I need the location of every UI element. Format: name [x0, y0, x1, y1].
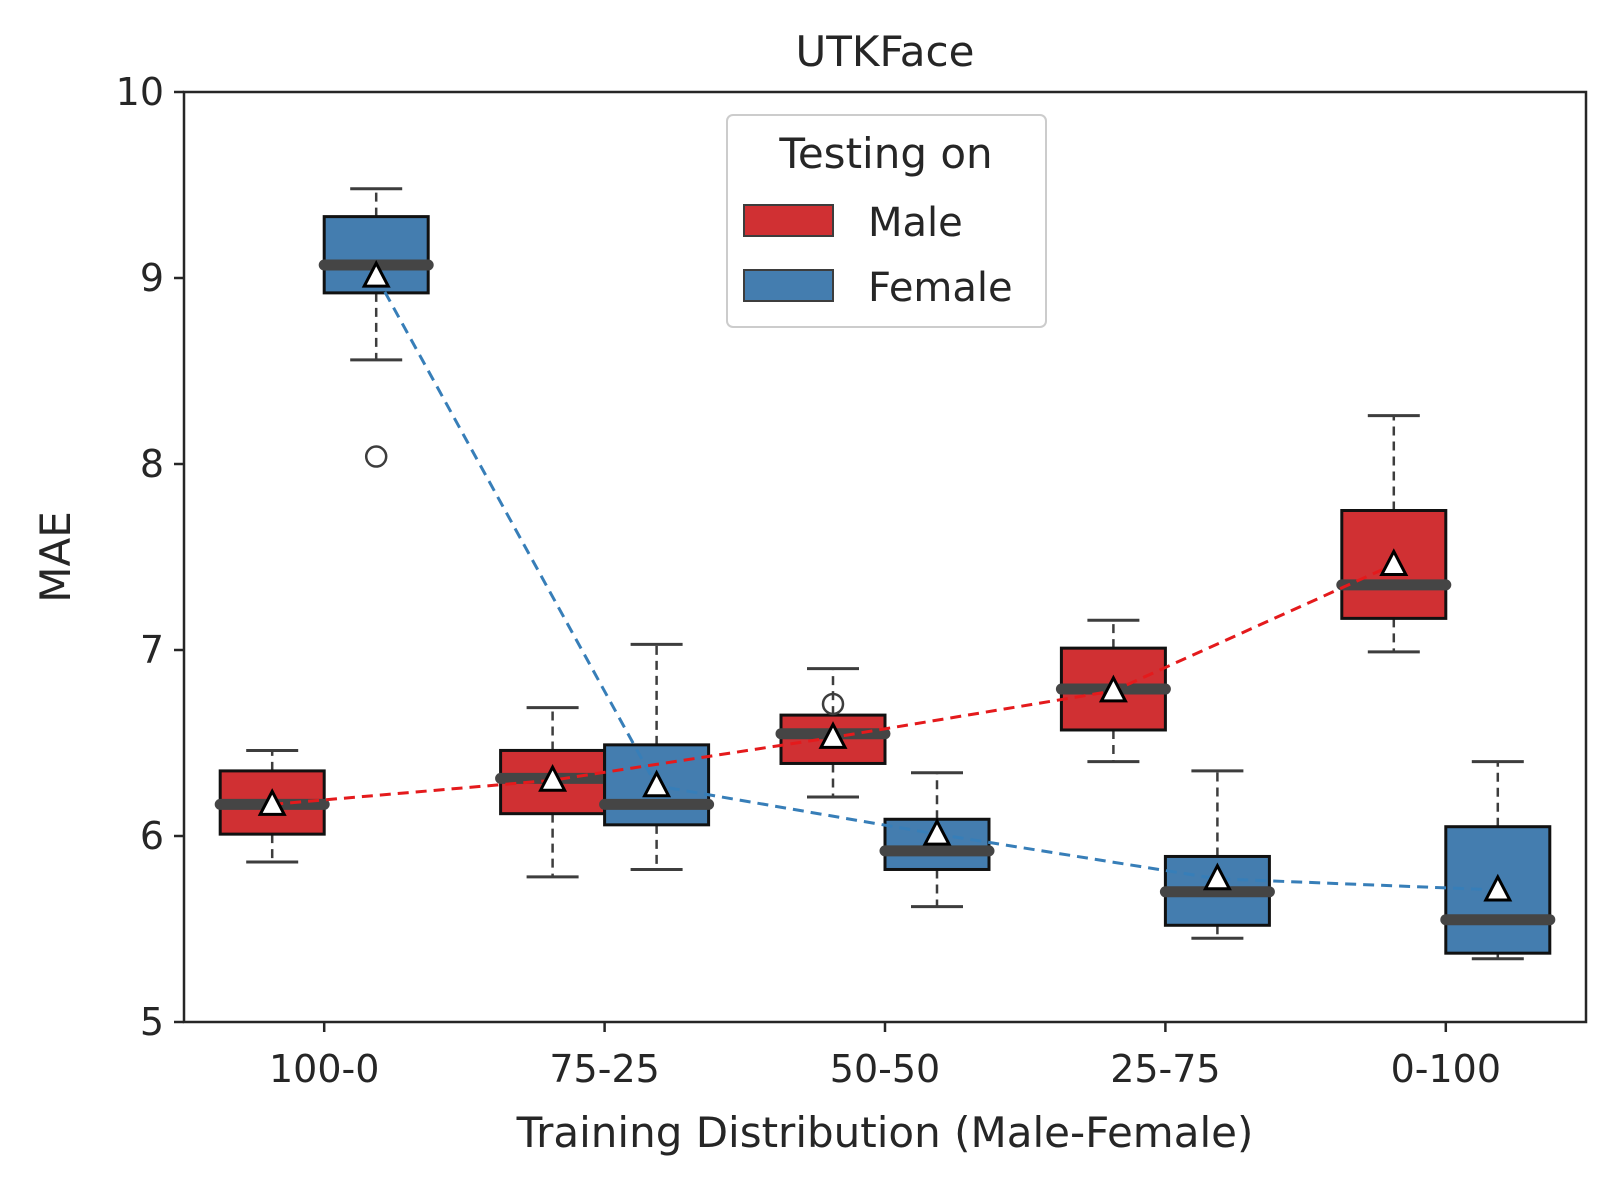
mean-marker [922, 817, 952, 846]
mean-marker [1098, 674, 1128, 703]
outlier-point [821, 692, 845, 716]
x-tick-label: 50-50 [830, 1047, 940, 1091]
mean-marker [1483, 873, 1513, 902]
x-axis-label: Training Distribution (Male-Female) [516, 1108, 1254, 1157]
x-tick-label: 75-25 [549, 1047, 659, 1091]
y-tick-label: 5 [140, 1000, 164, 1044]
legend-swatch-female [743, 269, 834, 302]
mean-marker [818, 721, 848, 749]
y-axis: 5 6 7 8 9 10 [116, 70, 184, 1044]
legend-title: Testing on [778, 129, 992, 178]
mean-marker [1202, 862, 1232, 891]
mean-marker [538, 763, 568, 792]
legend-label-female: Female [868, 265, 1013, 311]
mean-marker [642, 769, 672, 798]
series-male [214, 414, 1452, 879]
plot-content [214, 187, 1556, 961]
mean-marker [361, 259, 391, 288]
x-tick-label: 100-0 [269, 1047, 379, 1091]
y-tick-label: 7 [140, 628, 164, 672]
legend: Testing on Male Female [726, 114, 1047, 328]
x-tick-label: 25-75 [1110, 1047, 1220, 1091]
y-tick-label: 6 [140, 814, 164, 858]
mean-marker [1379, 548, 1409, 576]
legend-label-male: Male [868, 200, 963, 246]
outlier-point [364, 445, 388, 468]
legend-swatch-male [743, 204, 834, 237]
mean-marker [257, 788, 287, 816]
y-tick-label: 8 [140, 442, 164, 486]
y-axis-label: MAE [31, 511, 80, 603]
y-tick-label: 9 [140, 256, 164, 300]
chart-title: UTKFace [796, 27, 975, 76]
x-axis: 100-0 75-25 50-50 25-75 0-100 [269, 1022, 1501, 1091]
y-tick-label: 10 [116, 70, 164, 114]
x-tick-label: 0-100 [1391, 1047, 1501, 1091]
